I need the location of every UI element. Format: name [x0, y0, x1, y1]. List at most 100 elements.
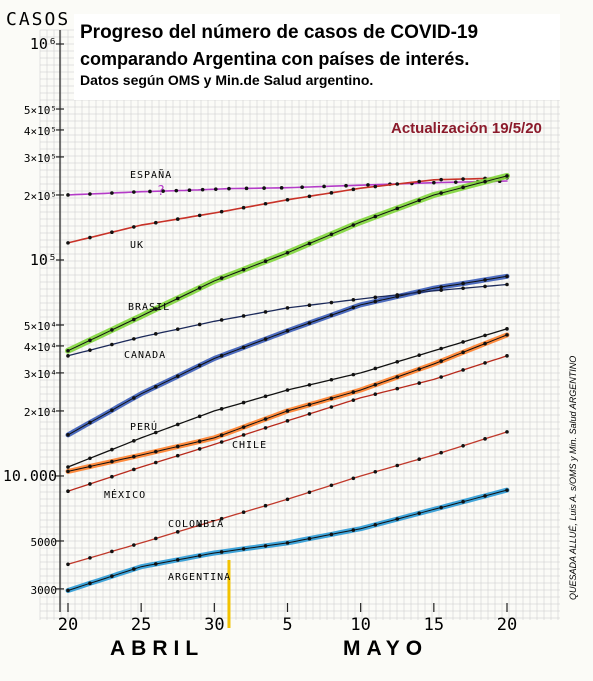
data-point	[219, 209, 224, 214]
data-point	[154, 332, 158, 336]
data-point	[373, 392, 378, 396]
data-point	[461, 185, 465, 190]
data-point	[263, 426, 268, 430]
data-point	[483, 333, 487, 338]
y-tick-label: 5×10⁵	[24, 104, 57, 117]
data-point	[505, 274, 509, 279]
data-point	[174, 188, 179, 193]
x-tick-label: 5	[282, 615, 292, 635]
x-tick-label: 25	[131, 615, 151, 635]
data-point	[263, 337, 268, 341]
title-line-3: Datos según OMS y Min.de Salud argentino…	[80, 72, 374, 88]
data-point	[439, 177, 443, 182]
data-point	[439, 191, 443, 195]
data-point	[132, 543, 136, 547]
y-tick-label: 3×10⁴	[24, 368, 57, 381]
data-point	[219, 353, 224, 358]
data-point	[307, 402, 312, 407]
data-point	[417, 179, 422, 184]
data-point	[241, 547, 246, 551]
y-tick-label: 5×10⁴	[24, 320, 57, 333]
month-label-mayo: MAYO	[343, 637, 429, 660]
data-point	[285, 388, 290, 392]
series-line-argentina	[65, 487, 510, 593]
data-point	[351, 223, 356, 227]
data-point	[505, 327, 509, 331]
series-label-uk: UK	[130, 240, 144, 251]
data-point	[285, 250, 290, 255]
data-point	[175, 530, 180, 534]
data-point	[132, 190, 136, 194]
data-point	[417, 511, 422, 516]
data-point	[110, 549, 114, 554]
series-core-line	[67, 175, 508, 352]
data-point	[66, 469, 70, 474]
data-point	[351, 476, 356, 481]
data-point	[505, 174, 509, 178]
data-point	[395, 386, 400, 391]
data-point	[285, 306, 290, 310]
y-tick-label: 2×10⁴	[24, 406, 57, 419]
data-point	[329, 191, 334, 195]
data-point	[197, 447, 202, 451]
data-point	[461, 286, 465, 291]
data-point	[505, 333, 509, 337]
data-point	[329, 396, 334, 401]
data-point	[219, 550, 224, 554]
data-point	[285, 409, 290, 413]
y-tick-label: 4×10⁴	[24, 341, 57, 354]
data-point	[241, 510, 246, 514]
data-point	[307, 303, 312, 308]
data-point	[439, 346, 443, 351]
data-point	[505, 354, 509, 358]
data-point	[483, 278, 487, 282]
title-box: Progreso del número de casos de COVID-19…	[74, 14, 560, 100]
data-point	[395, 375, 400, 379]
data-point	[505, 282, 509, 287]
data-point	[285, 419, 290, 423]
data-point	[285, 497, 290, 502]
data-point	[241, 205, 246, 210]
series-label-brasil: BRASIL	[128, 302, 170, 313]
data-point	[132, 317, 136, 322]
data-point	[213, 187, 218, 191]
data-point	[132, 396, 136, 400]
data-point	[227, 186, 231, 191]
data-point	[197, 414, 202, 419]
data-point	[154, 384, 158, 389]
data-point	[66, 433, 70, 437]
data-point	[110, 574, 114, 579]
data-point	[373, 469, 378, 474]
y-tick-label: 3×10⁵	[24, 152, 57, 165]
update-note: Actualización 19/5/20	[391, 120, 542, 137]
series-note: ?	[157, 184, 165, 199]
data-point	[461, 177, 465, 181]
data-point	[175, 374, 180, 378]
data-point	[300, 185, 304, 190]
data-point	[439, 285, 443, 289]
data-point	[483, 494, 487, 498]
data-point	[373, 523, 378, 527]
data-point	[175, 296, 180, 301]
y-tick-label: 3000	[31, 584, 58, 597]
data-point	[351, 298, 356, 302]
data-point	[432, 180, 436, 185]
data-point	[219, 318, 224, 322]
data-point	[307, 194, 312, 199]
data-point	[461, 350, 465, 355]
data-point	[483, 284, 487, 289]
data-point	[263, 544, 268, 548]
data-point	[66, 489, 70, 494]
data-point	[197, 363, 202, 368]
data-point	[110, 474, 114, 479]
data-point	[307, 241, 312, 246]
data-point	[132, 454, 136, 459]
series-label-perú: PERÚ	[130, 420, 158, 433]
author-credit: QUESADA ALLUÉ, Luis A. s/OMS y Min. Salu…	[568, 355, 578, 600]
data-point	[154, 449, 158, 454]
data-point	[132, 567, 136, 571]
data-point	[395, 182, 400, 186]
title-line-1: Progreso del número de casos de COVID-19	[80, 22, 479, 43]
data-point	[175, 422, 180, 427]
